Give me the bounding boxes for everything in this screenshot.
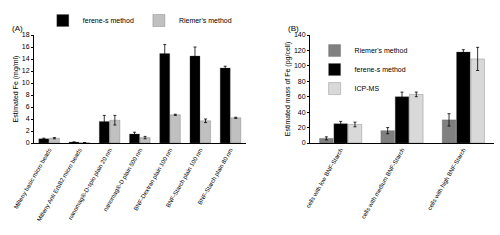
svg-text:cells with low BNF-Starch: cells with low BNF-Starch [305, 147, 344, 209]
svg-text:BNF-Starch plain 100 nm: BNF-Starch plain 100 nm [165, 147, 204, 208]
svg-text:(A): (A) [12, 24, 23, 33]
svg-text:6: 6 [26, 103, 30, 110]
svg-text:10: 10 [22, 79, 30, 86]
svg-text:20: 20 [298, 124, 306, 131]
svg-text:(B): (B) [288, 24, 299, 33]
svg-text:16: 16 [22, 43, 30, 50]
svg-text:0: 0 [26, 139, 30, 146]
svg-text:12: 12 [22, 67, 30, 74]
svg-text:18: 18 [22, 31, 30, 38]
svg-text:cells with medium BNF-Starch: cells with medium BNF-Starch [360, 147, 405, 220]
svg-text:4: 4 [26, 115, 30, 122]
svg-text:nanomag®-D-spio plain 20 nm: nanomag®-D-spio plain 20 nm [67, 147, 113, 221]
svg-text:ferene-s method: ferene-s method [355, 66, 406, 73]
svg-text:8: 8 [26, 91, 30, 98]
svg-text:Riemer's method: Riemer's method [179, 17, 232, 24]
svg-text:nanomag®-D plain 500 nm: nanomag®-D plain 500 nm [102, 147, 143, 212]
svg-text:120: 120 [294, 47, 306, 54]
svg-text:Estimated Fe (mg/ml): Estimated Fe (mg/ml) [12, 56, 20, 123]
svg-text:80: 80 [298, 78, 306, 85]
svg-text:Milteny Anti ErbB2 micro beads: Milteny Anti ErbB2 micro beads [36, 147, 83, 222]
svg-text:BNF-Dextran plain 100 nm: BNF-Dextran plain 100 nm [133, 147, 174, 212]
svg-text:60: 60 [298, 93, 306, 100]
svg-text:100: 100 [294, 62, 306, 69]
svg-text:Estimated mass of Fe (pg/cell): Estimated mass of Fe (pg/cell) [284, 42, 292, 137]
svg-text:0: 0 [302, 139, 306, 146]
svg-text:cells with high BNF-Starch: cells with high BNF-Starch [426, 147, 466, 211]
svg-text:Riemer's method: Riemer's method [355, 47, 408, 54]
svg-text:Milteny basic micro beads: Milteny basic micro beads [13, 147, 53, 210]
svg-text:ICP-MS: ICP-MS [355, 85, 380, 92]
svg-text:ferene-s method: ferene-s method [83, 17, 134, 24]
svg-text:2: 2 [26, 127, 30, 134]
svg-text:40: 40 [298, 109, 306, 116]
svg-text:14: 14 [22, 55, 30, 62]
svg-text:BNF-Starch plain 80 nm: BNF-Starch plain 80 nm [197, 147, 234, 205]
svg-text:140: 140 [294, 31, 306, 38]
